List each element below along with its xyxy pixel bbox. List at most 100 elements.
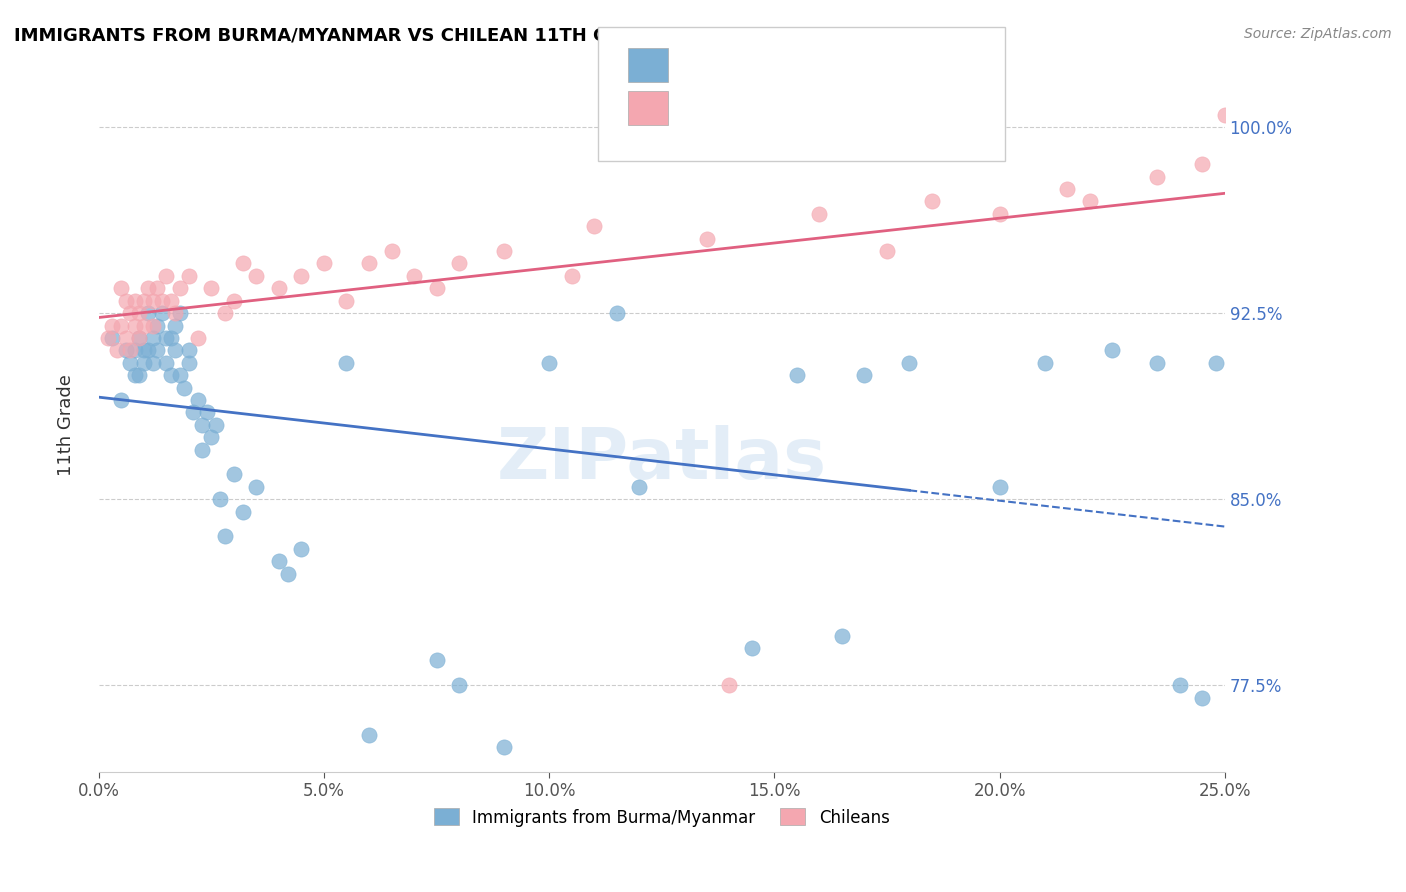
Point: [101, 331, 124, 345]
Point: [142, 331, 165, 345]
Point: [101, 318, 124, 333]
Point: [988, 480, 1011, 494]
Point: [402, 268, 425, 283]
Point: [120, 356, 142, 370]
Point: [312, 256, 335, 270]
Point: [628, 480, 651, 494]
Point: [183, 405, 205, 419]
Point: [209, 492, 232, 507]
Point: [290, 541, 312, 556]
Point: [808, 207, 831, 221]
Point: [110, 318, 132, 333]
Point: [169, 306, 191, 320]
Point: [120, 306, 142, 320]
Point: [142, 356, 165, 370]
Point: [232, 505, 254, 519]
Point: [232, 256, 254, 270]
Point: [200, 281, 222, 295]
Point: [142, 318, 165, 333]
Point: [150, 306, 173, 320]
Point: [128, 331, 150, 345]
Text: N =: N =: [820, 55, 859, 73]
Point: [120, 343, 142, 358]
Text: -0.035: -0.035: [727, 55, 792, 73]
Point: [277, 566, 299, 581]
Point: [195, 405, 218, 419]
Point: [173, 380, 195, 394]
Point: [1205, 356, 1227, 370]
Point: [876, 244, 898, 258]
Point: [132, 343, 155, 358]
Point: [187, 331, 209, 345]
Point: [606, 306, 628, 320]
Point: [105, 343, 128, 358]
Point: [561, 268, 583, 283]
Text: 54: 54: [869, 96, 894, 114]
Point: [267, 281, 290, 295]
Point: [165, 306, 187, 320]
Text: IMMIGRANTS FROM BURMA/MYANMAR VS CHILEAN 11TH GRADE CORRELATION CHART: IMMIGRANTS FROM BURMA/MYANMAR VS CHILEAN…: [14, 27, 884, 45]
Point: [132, 356, 155, 370]
Point: [146, 343, 169, 358]
Point: [160, 368, 183, 383]
Point: [155, 268, 177, 283]
Point: [124, 368, 146, 383]
Point: [245, 268, 267, 283]
Point: [160, 293, 183, 308]
Point: [222, 467, 245, 482]
Point: [449, 678, 471, 692]
Point: [128, 368, 150, 383]
Text: 63: 63: [869, 55, 894, 73]
Point: [150, 293, 173, 308]
Point: [110, 392, 132, 407]
Point: [1191, 690, 1213, 705]
Point: [898, 356, 921, 370]
Point: [177, 356, 200, 370]
Legend: Immigrants from Burma/Myanmar, Chileans: Immigrants from Burma/Myanmar, Chileans: [427, 802, 896, 833]
Point: [1078, 194, 1101, 209]
Point: [426, 281, 449, 295]
Point: [124, 343, 146, 358]
Point: [124, 293, 146, 308]
Point: [1101, 343, 1123, 358]
Point: [718, 678, 741, 692]
Point: [290, 268, 312, 283]
Point: [132, 293, 155, 308]
Point: [357, 728, 380, 742]
Point: [165, 343, 187, 358]
Point: [200, 430, 222, 444]
Point: [155, 331, 177, 345]
Point: [380, 244, 402, 258]
Point: [583, 219, 606, 234]
Point: [136, 306, 159, 320]
Point: [132, 318, 155, 333]
Text: Source: ZipAtlas.com: Source: ZipAtlas.com: [1244, 27, 1392, 41]
Point: [214, 306, 236, 320]
Point: [128, 306, 150, 320]
Point: [1168, 678, 1191, 692]
Point: [335, 356, 357, 370]
Point: [335, 293, 357, 308]
Point: [114, 343, 136, 358]
Point: [741, 640, 763, 655]
Point: [921, 194, 943, 209]
Point: [1191, 157, 1213, 171]
Point: [136, 343, 159, 358]
Point: [1056, 182, 1078, 196]
Point: [128, 331, 150, 345]
Point: [696, 232, 718, 246]
Point: [988, 207, 1011, 221]
Point: [205, 417, 228, 432]
Point: [449, 256, 471, 270]
Text: 0.329: 0.329: [727, 96, 790, 114]
Point: [1213, 108, 1236, 122]
Point: [155, 356, 177, 370]
Point: [357, 256, 380, 270]
Point: [1146, 356, 1168, 370]
Point: [222, 293, 245, 308]
Point: [245, 480, 267, 494]
Point: [169, 368, 191, 383]
Point: [146, 318, 169, 333]
Point: [160, 331, 183, 345]
Point: [177, 268, 200, 283]
